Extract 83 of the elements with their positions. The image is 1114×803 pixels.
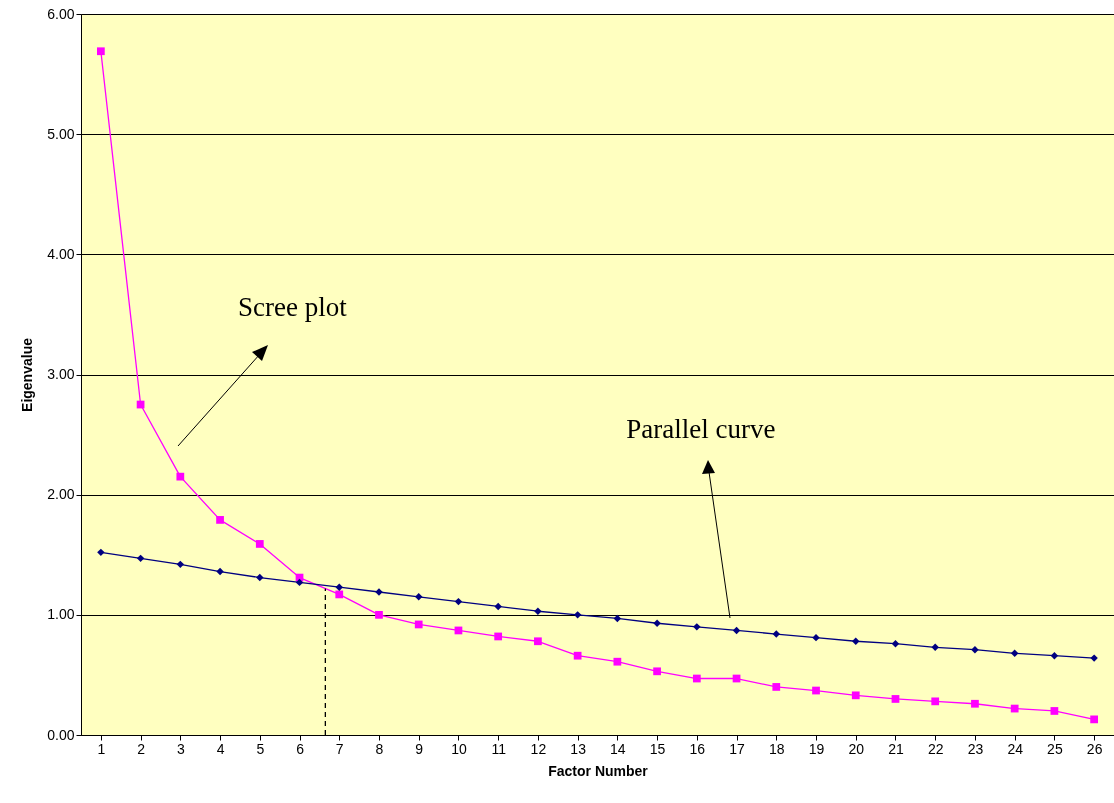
point (1050, 651, 1059, 660)
point (295, 578, 304, 587)
x-tick-label: 25 (1047, 740, 1063, 757)
point (494, 632, 503, 641)
x-tick-label: 9 (415, 740, 424, 757)
x-tick-label: 20 (848, 740, 865, 757)
x-tick-label: 24 (1007, 740, 1024, 757)
y-tick-label: 1.00 (47, 606, 75, 623)
point (256, 573, 264, 582)
annotation: Scree plot (238, 292, 348, 323)
y-tick-label: 0.00 (47, 726, 75, 743)
y-tick-label: 5.00 (47, 125, 75, 142)
point (573, 651, 582, 660)
x-tick-label: 19 (808, 740, 825, 757)
x-tick-label: 8 (375, 740, 384, 757)
point (494, 602, 502, 611)
point (335, 590, 344, 599)
x-tick-label: 10 (451, 740, 467, 757)
point (255, 540, 264, 548)
x-tick-label: 17 (729, 740, 746, 757)
point (852, 637, 860, 645)
point (692, 674, 701, 683)
x-tick-label: 26 (1086, 740, 1103, 757)
x-tick-label: 18 (769, 740, 785, 757)
point (891, 639, 900, 648)
point (653, 667, 661, 676)
x-tick-label: 2 (137, 740, 146, 757)
x-tick-label: 3 (176, 740, 185, 757)
x-tick-label: 1 (97, 740, 106, 757)
point (414, 620, 423, 629)
y-tick-label: 6.00 (47, 5, 75, 22)
point (931, 643, 939, 651)
y-tick-label: 3.00 (47, 366, 75, 382)
point (613, 657, 622, 666)
point (454, 597, 463, 606)
x-tick-label: 16 (689, 740, 706, 757)
x-tick-label: 7 (335, 740, 344, 757)
point (812, 686, 820, 695)
point (573, 611, 582, 619)
point (415, 593, 423, 601)
point (971, 699, 979, 708)
point (772, 683, 781, 691)
point (772, 630, 780, 638)
x-tick-label: 21 (888, 740, 904, 757)
point (176, 560, 185, 569)
point (613, 614, 622, 623)
x-axis-title: Factor Number (548, 762, 649, 779)
point (891, 695, 900, 703)
x-tick-label: 5 (256, 740, 265, 757)
y-tick-label: 4.00 (47, 245, 75, 262)
point (931, 697, 940, 706)
y-tick-label: 2.00 (47, 486, 75, 503)
point (176, 472, 185, 481)
point (375, 610, 383, 619)
point (136, 554, 145, 563)
point (534, 607, 542, 615)
point (971, 645, 979, 654)
x-tick-label: 15 (649, 740, 666, 757)
point (96, 47, 105, 56)
point (812, 633, 820, 642)
point (653, 619, 661, 627)
point (1090, 715, 1099, 724)
point (1050, 707, 1059, 715)
x-tick-label: 13 (570, 740, 587, 757)
x-tick-label: 4 (216, 740, 225, 757)
x-tick-label: 12 (530, 740, 547, 757)
point (1010, 649, 1019, 657)
point (851, 691, 860, 700)
x-tick-label: 11 (491, 740, 507, 757)
x-tick-label: 23 (967, 740, 984, 757)
annotation: Parallel curve (626, 413, 776, 444)
x-tick-label: 14 (610, 740, 626, 757)
point (534, 637, 542, 646)
y-axis-title: Eigenvalue (19, 337, 36, 412)
point (335, 583, 343, 591)
point (216, 516, 224, 524)
x-tick-label: 22 (927, 740, 944, 757)
x-tick-label: 6 (296, 740, 305, 757)
point (1010, 704, 1019, 713)
point (97, 548, 105, 557)
point (732, 626, 741, 635)
point (216, 567, 224, 576)
point (693, 623, 701, 631)
